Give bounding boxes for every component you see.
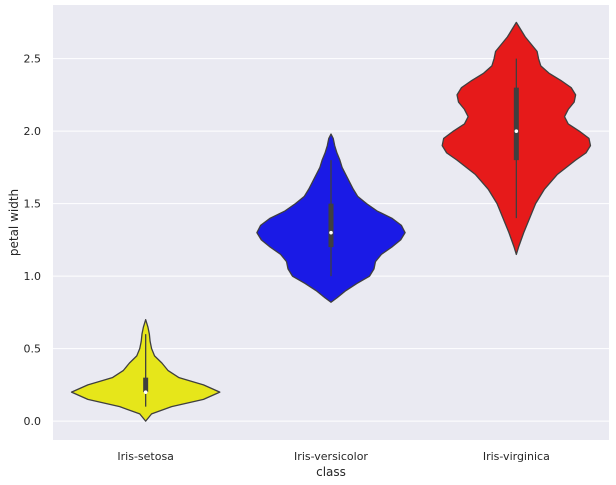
- violin-iqr-box: [143, 377, 149, 393]
- y-tick-label: 0.0: [24, 415, 42, 428]
- y-axis-ticks: 0.0 0.5 1.0 1.5 2.0 2.5: [24, 53, 42, 428]
- y-tick-label: 1.0: [24, 270, 42, 283]
- y-tick-label: 2.5: [24, 53, 42, 66]
- x-tick-label: Iris-setosa: [117, 450, 174, 463]
- violin-median-dot: [514, 129, 519, 133]
- y-tick-label: 1.5: [24, 198, 42, 211]
- y-tick-label: 2.0: [24, 125, 42, 138]
- violin-iqr-box: [513, 87, 519, 161]
- x-tick-label: Iris-versicolor: [294, 450, 368, 463]
- violins: [70, 21, 592, 422]
- violin-median-dot: [143, 390, 148, 394]
- x-tick-label: Iris-virginica: [483, 450, 550, 463]
- y-axis-label: petal width: [7, 189, 21, 256]
- violin-median-dot: [329, 230, 333, 235]
- violin-iqr-box: [328, 203, 334, 248]
- x-axis-ticks: Iris-setosa Iris-versicolor Iris-virginica: [117, 450, 549, 463]
- x-axis-label: class: [316, 465, 346, 479]
- y-tick-label: 0.5: [24, 343, 42, 356]
